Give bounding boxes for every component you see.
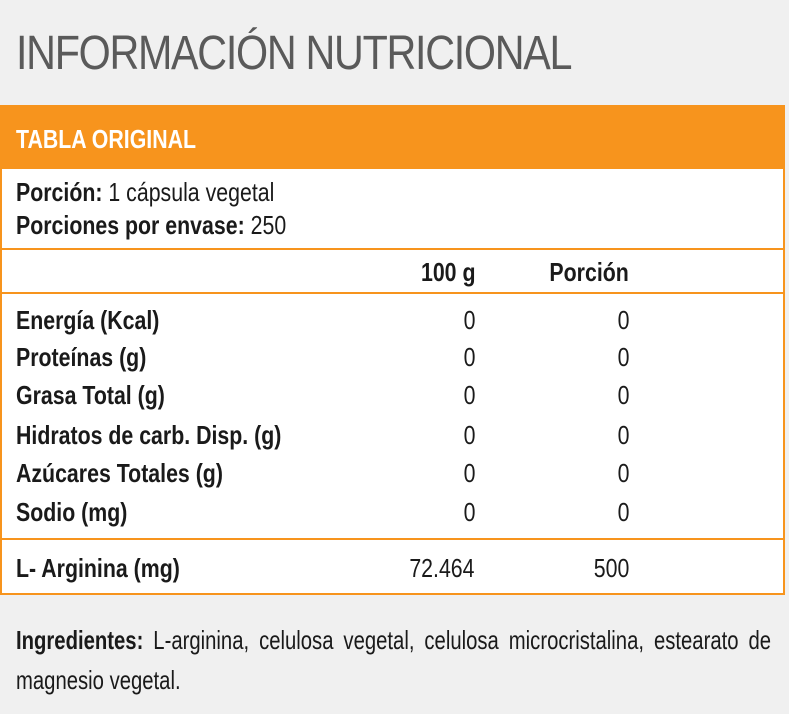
special-row-value-portion: 500 [593, 553, 629, 583]
table-header-bar: TABLA ORIGINAL [2, 107, 783, 169]
row-value-portion: 0 [617, 305, 629, 335]
row-value-100g: 0 [463, 458, 475, 488]
row-name: Sodio (mg) [16, 497, 128, 527]
row-name: Proteínas (g) [16, 342, 147, 372]
row-value-portion: 0 [617, 342, 629, 372]
row-value-portion: 0 [617, 458, 629, 488]
portion-label: Porción: [16, 177, 103, 207]
page-title: INFORMACIÓN NUTRICIONAL [16, 27, 572, 80]
special-row-value-100g: 72.464 [409, 553, 475, 583]
servings-label: Porciones por envase: [16, 210, 245, 240]
divider [2, 292, 783, 294]
divider [2, 538, 783, 540]
ingredients-list: L-arginina, celulosa vegetal, celulosa m… [16, 625, 772, 695]
column-header-100g: 100 g [420, 257, 475, 287]
table-header-title: TABLA ORIGINAL [16, 124, 197, 154]
row-value-100g: 0 [463, 497, 475, 527]
special-row-name: L- Arginina (mg) [16, 553, 180, 583]
servings-line: Porciones por envase: 250 [16, 210, 286, 240]
row-value-portion: 0 [617, 497, 629, 527]
row-value-100g: 0 [463, 305, 475, 335]
column-header-portion: Porción [549, 257, 629, 287]
servings-value: 250 [250, 210, 287, 240]
row-value-100g: 0 [463, 380, 475, 410]
nutrition-table: TABLA ORIGINAL Porción: 1 cápsula vegeta… [0, 105, 785, 595]
row-name: Energía (Kcal) [16, 305, 160, 335]
row-name: Grasa Total (g) [16, 380, 165, 410]
ingredients-label: Ingredientes: [16, 625, 144, 655]
row-value-100g: 0 [463, 420, 475, 450]
divider [2, 248, 783, 250]
row-value-portion: 0 [617, 420, 629, 450]
row-name: Azúcares Totales (g) [16, 458, 223, 488]
row-value-portion: 0 [617, 380, 629, 410]
portion-value: 1 cápsula vegetal [108, 177, 275, 207]
row-value-100g: 0 [463, 342, 475, 372]
ingredients-text: Ingredientes: L-arginina, celulosa veget… [16, 620, 771, 700]
portion-line: Porción: 1 cápsula vegetal [16, 177, 274, 207]
row-name: Hidratos de carb. Disp. (g) [16, 420, 282, 450]
